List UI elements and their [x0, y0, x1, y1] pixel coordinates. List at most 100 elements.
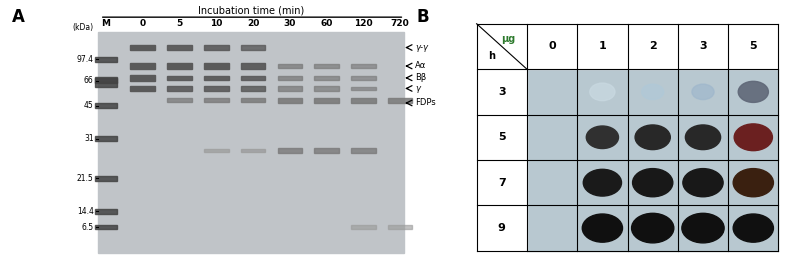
Bar [241, 86, 266, 91]
Text: 3: 3 [700, 41, 707, 51]
Bar [577, 160, 627, 205]
Text: Aα: Aα [415, 62, 426, 70]
Text: 0: 0 [140, 19, 145, 28]
Bar [577, 69, 627, 115]
Bar [678, 205, 728, 251]
Bar [204, 98, 229, 102]
Circle shape [583, 169, 622, 196]
Text: 14.4: 14.4 [77, 207, 94, 216]
Bar [95, 136, 117, 141]
Text: 97.4: 97.4 [77, 55, 94, 64]
Bar [204, 76, 229, 80]
Bar [351, 148, 376, 153]
Text: 2: 2 [648, 41, 656, 51]
Bar [728, 69, 778, 115]
Bar [627, 69, 678, 115]
Text: h: h [488, 51, 495, 61]
Bar [351, 225, 376, 229]
Bar [314, 86, 339, 91]
Circle shape [632, 213, 674, 243]
Text: 0: 0 [549, 41, 556, 51]
Circle shape [586, 126, 619, 149]
Bar [204, 149, 229, 152]
Bar [577, 115, 627, 160]
Text: 30: 30 [284, 19, 296, 28]
Text: 5: 5 [750, 41, 757, 51]
Text: A: A [12, 8, 25, 26]
Bar [204, 63, 229, 69]
Bar [476, 24, 778, 69]
Text: Bβ: Bβ [415, 73, 426, 82]
Circle shape [733, 214, 773, 242]
Circle shape [685, 125, 721, 150]
Bar [314, 98, 339, 103]
Bar [167, 76, 192, 80]
Text: 10: 10 [210, 19, 222, 28]
Bar [95, 103, 117, 108]
Text: 6.5: 6.5 [82, 223, 94, 232]
Bar [728, 115, 778, 160]
Bar [130, 45, 155, 50]
Bar [476, 24, 527, 251]
Circle shape [734, 124, 773, 151]
Bar [167, 86, 192, 91]
Bar [204, 86, 229, 91]
Bar [95, 57, 117, 62]
Text: 5: 5 [176, 19, 182, 28]
Bar [527, 115, 577, 160]
Bar [527, 69, 577, 115]
Bar [95, 176, 117, 181]
Circle shape [683, 169, 723, 197]
Bar [314, 64, 339, 68]
Bar [728, 160, 778, 205]
Bar [97, 32, 404, 253]
Bar [95, 225, 117, 229]
Text: μg: μg [501, 34, 516, 44]
Bar [241, 76, 266, 80]
Text: 9: 9 [498, 223, 505, 233]
Bar [130, 86, 155, 91]
Bar [728, 205, 778, 251]
Text: (kDa): (kDa) [72, 23, 94, 32]
Circle shape [733, 169, 773, 197]
Bar [95, 77, 117, 82]
Circle shape [738, 81, 769, 102]
Circle shape [582, 214, 623, 242]
Bar [388, 98, 413, 103]
Circle shape [633, 169, 673, 197]
Bar [351, 64, 376, 68]
Bar [130, 63, 155, 69]
Text: 45: 45 [84, 101, 94, 110]
Bar [241, 63, 266, 69]
Bar [167, 63, 192, 69]
Circle shape [635, 125, 670, 150]
Bar [627, 115, 678, 160]
Text: B: B [417, 8, 429, 26]
Bar [527, 160, 577, 205]
Text: FDPs: FDPs [415, 98, 435, 107]
Bar [130, 75, 155, 81]
Bar [277, 98, 302, 103]
Text: 20: 20 [247, 19, 259, 28]
Text: 60: 60 [321, 19, 332, 28]
Bar [678, 115, 728, 160]
Bar [314, 148, 339, 153]
Bar [167, 45, 192, 50]
Bar [241, 148, 266, 153]
Bar [241, 98, 266, 102]
Bar [314, 76, 339, 80]
Bar [527, 205, 577, 251]
Bar [388, 225, 413, 229]
Circle shape [682, 213, 724, 243]
Bar [95, 82, 117, 87]
Text: 66: 66 [84, 76, 94, 85]
Circle shape [692, 84, 714, 100]
Text: 3: 3 [498, 87, 505, 97]
Bar [351, 87, 376, 90]
Text: 31: 31 [84, 134, 94, 143]
Text: M: M [101, 19, 111, 28]
Bar [277, 64, 302, 68]
Circle shape [641, 84, 663, 100]
Text: γ: γ [415, 84, 420, 93]
Bar [351, 76, 376, 80]
